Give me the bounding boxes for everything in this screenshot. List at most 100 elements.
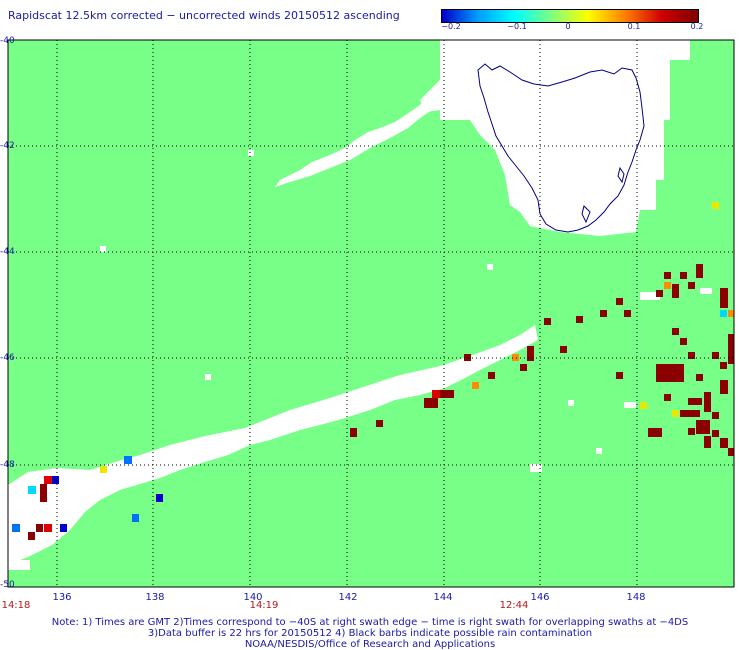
pixel-dark-red (424, 398, 438, 408)
nodata-speck-7 (530, 464, 542, 472)
pixel-dark-red (688, 352, 695, 359)
lon-label: 146 (530, 592, 550, 603)
footnote-line-2: 3)Data buffer is 22 hrs for 20150512 4) … (147, 628, 593, 639)
pixel-dark-red (432, 390, 440, 398)
nodata-speck-1 (248, 150, 254, 156)
pixel-dark-red (704, 436, 711, 448)
pixel-dark-red (696, 374, 703, 381)
pixel-dark-red (680, 410, 700, 417)
time-label: 14:18 (1, 600, 31, 611)
lat-label: -40 (0, 36, 15, 46)
nodata-speck-10 (700, 288, 712, 294)
data-pixels (12, 202, 734, 540)
pixel-dark-red (712, 352, 719, 359)
nodata-speck-5 (568, 400, 574, 406)
lon-label: 136 (52, 592, 72, 603)
pixel-orange (472, 382, 479, 389)
map-frame (7, 39, 735, 588)
pixel-dark-red (696, 420, 710, 434)
lat-label: -44 (0, 247, 15, 257)
lon-label: 138 (145, 592, 165, 603)
lon-label: 140 (243, 592, 263, 603)
pixel-dark-red (576, 316, 583, 323)
pixel-dark-red (488, 372, 495, 379)
pixel-yellow (712, 202, 719, 209)
tasmania-coastline (477, 63, 645, 233)
graticule (8, 40, 734, 587)
pixel-yellow (100, 466, 107, 473)
pixel-dark-red (376, 420, 383, 427)
pixel-dark-red (720, 288, 728, 308)
lat-label: -46 (0, 353, 15, 363)
pixel-red (44, 476, 52, 484)
pixel-orange (728, 310, 734, 317)
pixel-dark-red (616, 298, 623, 305)
pixel-dark-blue (52, 476, 59, 484)
pixel-dark-red (350, 428, 357, 437)
nodata-band-lower (8, 325, 538, 565)
pixel-dark-red (40, 484, 47, 502)
pixel-orange (512, 354, 519, 361)
pixel-dark-red (672, 328, 679, 335)
pixel-dark-red (728, 448, 734, 456)
pixel-dark-red (656, 290, 663, 297)
pixel-dark-blue (156, 494, 163, 502)
pixel-yellow (672, 410, 679, 417)
colorbar-label-max: 0.2 (690, 22, 704, 31)
pixel-dark-red (672, 284, 679, 298)
pixel-blue (124, 456, 132, 464)
pixel-dark-red (688, 398, 702, 405)
lat-label: -50 (0, 580, 15, 590)
pixel-dark-red (464, 354, 471, 361)
pixel-dark-red (712, 430, 719, 437)
pixel-dark-red (712, 412, 719, 419)
nodata-band-upper (275, 75, 445, 187)
pixel-dark-red (520, 364, 527, 371)
pixel-dark-red (648, 428, 662, 437)
colorbar-label-neg: −0.1 (507, 22, 527, 31)
pixel-dark-red (720, 362, 727, 369)
pixel-blue (132, 514, 139, 522)
lat-label: -42 (0, 141, 15, 151)
map-title: Rapidscat 12.5km corrected − uncorrected… (8, 9, 400, 22)
time-label: 12:44 (499, 600, 529, 611)
nodata-speck-8 (596, 448, 602, 454)
colorbar (441, 9, 699, 23)
pixel-dark-red (664, 394, 671, 401)
pixel-red (44, 524, 52, 532)
pixel-dark-red (704, 392, 711, 412)
lon-label: 142 (338, 592, 358, 603)
lon-label: 144 (433, 592, 453, 603)
pixel-dark-red (680, 272, 687, 279)
nodata-speck-2 (100, 246, 106, 252)
colorbar-label-pos: 0.1 (627, 22, 641, 31)
coastline (477, 63, 645, 233)
pixel-dark-red (616, 372, 623, 379)
pixel-dark-red (688, 428, 695, 435)
nodata-speck-9 (640, 292, 660, 300)
pixel-dark-red (728, 334, 734, 364)
pixel-orange (664, 282, 671, 289)
nodata-corner (8, 560, 30, 570)
pixel-dark-red (624, 310, 631, 317)
pixel-dark-blue (60, 524, 67, 532)
pixel-dark-red (688, 282, 695, 289)
lat-label: -48 (0, 460, 15, 470)
pixel-cyan (28, 486, 36, 494)
pixel-dark-red (440, 390, 454, 398)
lon-label: 148 (626, 592, 646, 603)
footnote-credit: NOAA/NESDIS/Office of Research and Appli… (244, 639, 496, 650)
nodata-speck-6 (624, 402, 636, 408)
pixel-dark-red (527, 346, 534, 361)
bruny-island (581, 205, 591, 224)
pixel-dark-red (720, 438, 728, 448)
pixel-yellow (640, 402, 647, 409)
maria-island (617, 166, 625, 184)
pixel-dark-red (656, 364, 684, 382)
pixel-dark-red (680, 338, 687, 345)
pixel-dark-red (560, 346, 567, 353)
pixel-dark-red (720, 380, 728, 394)
pixel-cyan (720, 310, 727, 317)
nodata-speck-3 (487, 264, 493, 270)
